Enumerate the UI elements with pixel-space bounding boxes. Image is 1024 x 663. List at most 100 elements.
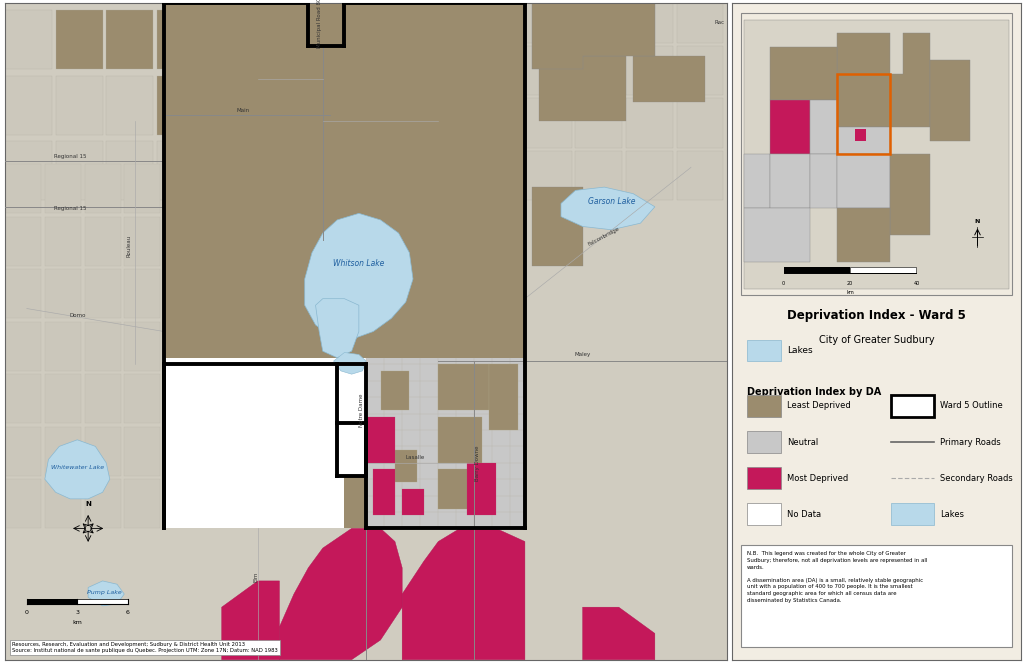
Bar	[746, 340, 781, 361]
Bar	[740, 13, 1013, 296]
Bar	[488, 365, 518, 430]
Text: Lasalle: Lasalle	[406, 455, 425, 461]
Bar	[27, 599, 78, 604]
Bar	[85, 164, 121, 213]
Bar	[837, 74, 890, 154]
Bar	[381, 371, 410, 410]
Bar	[5, 217, 41, 266]
Polygon shape	[743, 154, 770, 208]
Polygon shape	[743, 208, 810, 262]
Bar	[746, 503, 781, 525]
Text: Garson Lake: Garson Lake	[588, 196, 635, 206]
Bar	[5, 427, 41, 476]
Text: Rouleau: Rouleau	[127, 235, 132, 257]
Bar	[746, 431, 781, 453]
Bar	[626, 99, 673, 148]
Text: Lakes: Lakes	[940, 510, 964, 519]
Bar	[677, 151, 723, 200]
Text: 40: 40	[913, 280, 920, 286]
Text: Ward 5 Outline: Ward 5 Outline	[940, 402, 1002, 410]
Polygon shape	[770, 154, 810, 208]
Text: Main: Main	[237, 107, 250, 113]
Bar	[85, 427, 121, 476]
Text: Regional 15: Regional 15	[54, 154, 86, 158]
Bar	[746, 467, 781, 489]
Bar	[633, 56, 706, 102]
Text: 20: 20	[847, 280, 853, 286]
Polygon shape	[770, 101, 810, 154]
Bar	[124, 217, 161, 266]
Bar	[55, 76, 102, 135]
Polygon shape	[743, 20, 1010, 289]
Bar	[55, 0, 102, 3]
Polygon shape	[280, 528, 402, 660]
Bar	[45, 322, 81, 371]
Bar	[438, 417, 481, 463]
Text: Whitewater Lake: Whitewater Lake	[51, 465, 103, 470]
Bar	[402, 489, 424, 515]
Bar	[746, 395, 781, 417]
Bar	[157, 0, 204, 3]
Text: 6: 6	[126, 611, 130, 615]
Bar	[45, 374, 81, 424]
Bar	[45, 217, 81, 266]
Polygon shape	[164, 358, 367, 528]
Text: Notre Dame: Notre Dame	[359, 394, 364, 427]
Bar	[124, 374, 161, 424]
Bar	[626, 46, 673, 95]
Text: Neutral: Neutral	[787, 438, 818, 447]
Bar	[85, 269, 121, 318]
Text: Maley: Maley	[574, 353, 591, 357]
Polygon shape	[810, 101, 837, 154]
Bar	[106, 10, 154, 69]
Bar	[740, 545, 1013, 646]
Polygon shape	[334, 353, 367, 374]
Bar	[124, 427, 161, 476]
Bar	[5, 0, 52, 3]
Bar	[55, 141, 102, 200]
Text: N: N	[85, 501, 91, 507]
Bar	[5, 322, 41, 371]
Bar	[55, 10, 102, 69]
Text: Falconbridge: Falconbridge	[588, 226, 621, 247]
Polygon shape	[837, 208, 890, 262]
Text: Resources, Research, Evaluation and Development; Sudbury & District Health Unit : Resources, Research, Evaluation and Deve…	[12, 642, 279, 653]
Bar	[575, 151, 623, 200]
Text: 0: 0	[25, 611, 29, 615]
Bar	[85, 374, 121, 424]
Bar	[45, 269, 81, 318]
Bar	[677, 99, 723, 148]
Polygon shape	[770, 46, 837, 101]
Polygon shape	[5, 528, 727, 660]
Polygon shape	[837, 154, 890, 208]
Text: No Data: No Data	[787, 510, 821, 519]
Bar	[891, 503, 934, 525]
Bar	[626, 151, 673, 200]
Text: Primary Roads: Primary Roads	[940, 438, 1000, 447]
Bar	[45, 479, 81, 528]
Text: km: km	[846, 290, 854, 295]
Bar	[124, 322, 161, 371]
Bar	[337, 424, 367, 476]
Bar	[5, 76, 52, 135]
Bar	[157, 76, 204, 135]
Bar	[525, 0, 571, 42]
Text: Domo: Domo	[69, 313, 86, 318]
Bar	[540, 56, 626, 121]
Text: Municipal Road 80: Municipal Road 80	[316, 0, 322, 48]
Text: Lakes: Lakes	[787, 346, 813, 355]
Text: Deprivation Index by DA: Deprivation Index by DA	[746, 387, 881, 397]
Bar	[783, 267, 850, 272]
Bar	[395, 450, 417, 483]
Bar	[124, 269, 161, 318]
Polygon shape	[164, 3, 525, 528]
Bar	[575, 99, 623, 148]
Text: Elm: Elm	[254, 572, 259, 582]
Bar	[626, 0, 673, 42]
Polygon shape	[532, 3, 655, 69]
Polygon shape	[890, 154, 930, 235]
Text: 3: 3	[76, 611, 79, 615]
Polygon shape	[561, 187, 655, 230]
Bar	[106, 0, 154, 3]
Bar	[45, 427, 81, 476]
